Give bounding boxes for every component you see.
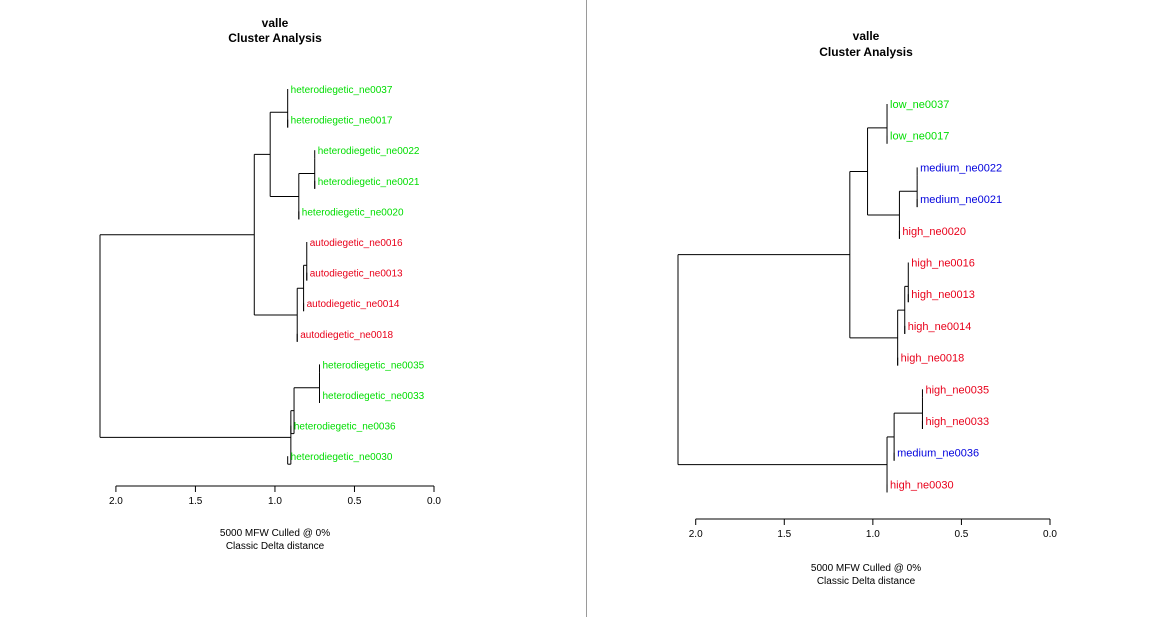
x-tick-label: 2.0 [109,496,123,507]
leaf-label: heterodiegetic_ne0036 [294,422,396,433]
x-tick-label: 1.5 [777,529,791,540]
leaf-label: high_ne0020 [902,226,966,238]
x-tick-label: 2.0 [689,529,703,540]
chart-title: valle [262,16,289,30]
leaf-label: high_ne0030 [890,479,954,491]
dendrogram-links [677,104,923,493]
x-tick-label: 0.5 [348,496,362,507]
leaf-label: high_ne0033 [925,416,989,428]
chart-title: valle [853,29,880,43]
x-axis-label-1: 5000 MFW Culled @ 0% [220,528,330,539]
panel-divider [586,0,587,617]
x-tick-label: 1.0 [268,496,282,507]
leaf-label: autodiegetic_ne0018 [300,330,393,341]
leaf-label: medium_ne0036 [897,448,979,460]
leaf-label: high_ne0013 [911,289,975,301]
leaf-label: low_ne0037 [890,99,949,111]
leaf-label: autodiegetic_ne0013 [310,269,403,280]
leaf-label: autodiegetic_ne0016 [310,238,403,249]
leaf-label: heterodiegetic_ne0030 [291,452,393,463]
leaf-label: heterodiegetic_ne0017 [291,116,393,127]
dendrogram-links [99,89,320,465]
dendrogram-chart-right: valle Cluster Analysis 5000 MFW Culled @… [677,29,1057,587]
x-axis-label-2: Classic Delta distance [817,576,916,587]
leaf-label: heterodiegetic_ne0035 [322,360,424,371]
leaf-label: heterodiegetic_ne0033 [322,391,424,402]
leaf-label: heterodiegetic_ne0037 [291,85,393,96]
x-tick-label: 1.5 [188,496,202,507]
leaf-label: autodiegetic_ne0014 [307,299,400,310]
x-tick-label: 0.5 [954,529,968,540]
chart-subtitle: Cluster Analysis [819,45,913,59]
leaf-label: low_ne0017 [890,131,949,143]
leaf-label: high_ne0018 [901,353,965,365]
leaf-label: medium_ne0022 [920,162,1002,174]
dendrogram-chart-left: valle Cluster Analysis 5000 MFW Culled @… [99,16,441,552]
dendrogram-panel-right: valle Cluster Analysis 5000 MFW Culled @… [588,0,1153,617]
x-tick-label: 0.0 [1043,529,1057,540]
leaf-label: high_ne0014 [908,321,972,333]
dendrogram-panel-left: valle Cluster Analysis 5000 MFW Culled @… [99,16,441,552]
x-tick-label: 1.0 [866,529,880,540]
leaf-label: high_ne0016 [911,258,975,270]
leaf-label: heterodiegetic_ne0022 [318,146,420,157]
x-axis-label-1: 5000 MFW Culled @ 0% [811,563,921,574]
leaf-label: medium_ne0021 [920,194,1002,206]
leaf-label: heterodiegetic_ne0020 [302,207,404,218]
leaf-label: heterodiegetic_ne0021 [318,177,420,188]
chart-subtitle: Cluster Analysis [228,31,322,45]
x-axis-label-2: Classic Delta distance [226,541,325,552]
x-tick-label: 0.0 [427,496,441,507]
leaf-label: high_ne0035 [925,384,989,396]
